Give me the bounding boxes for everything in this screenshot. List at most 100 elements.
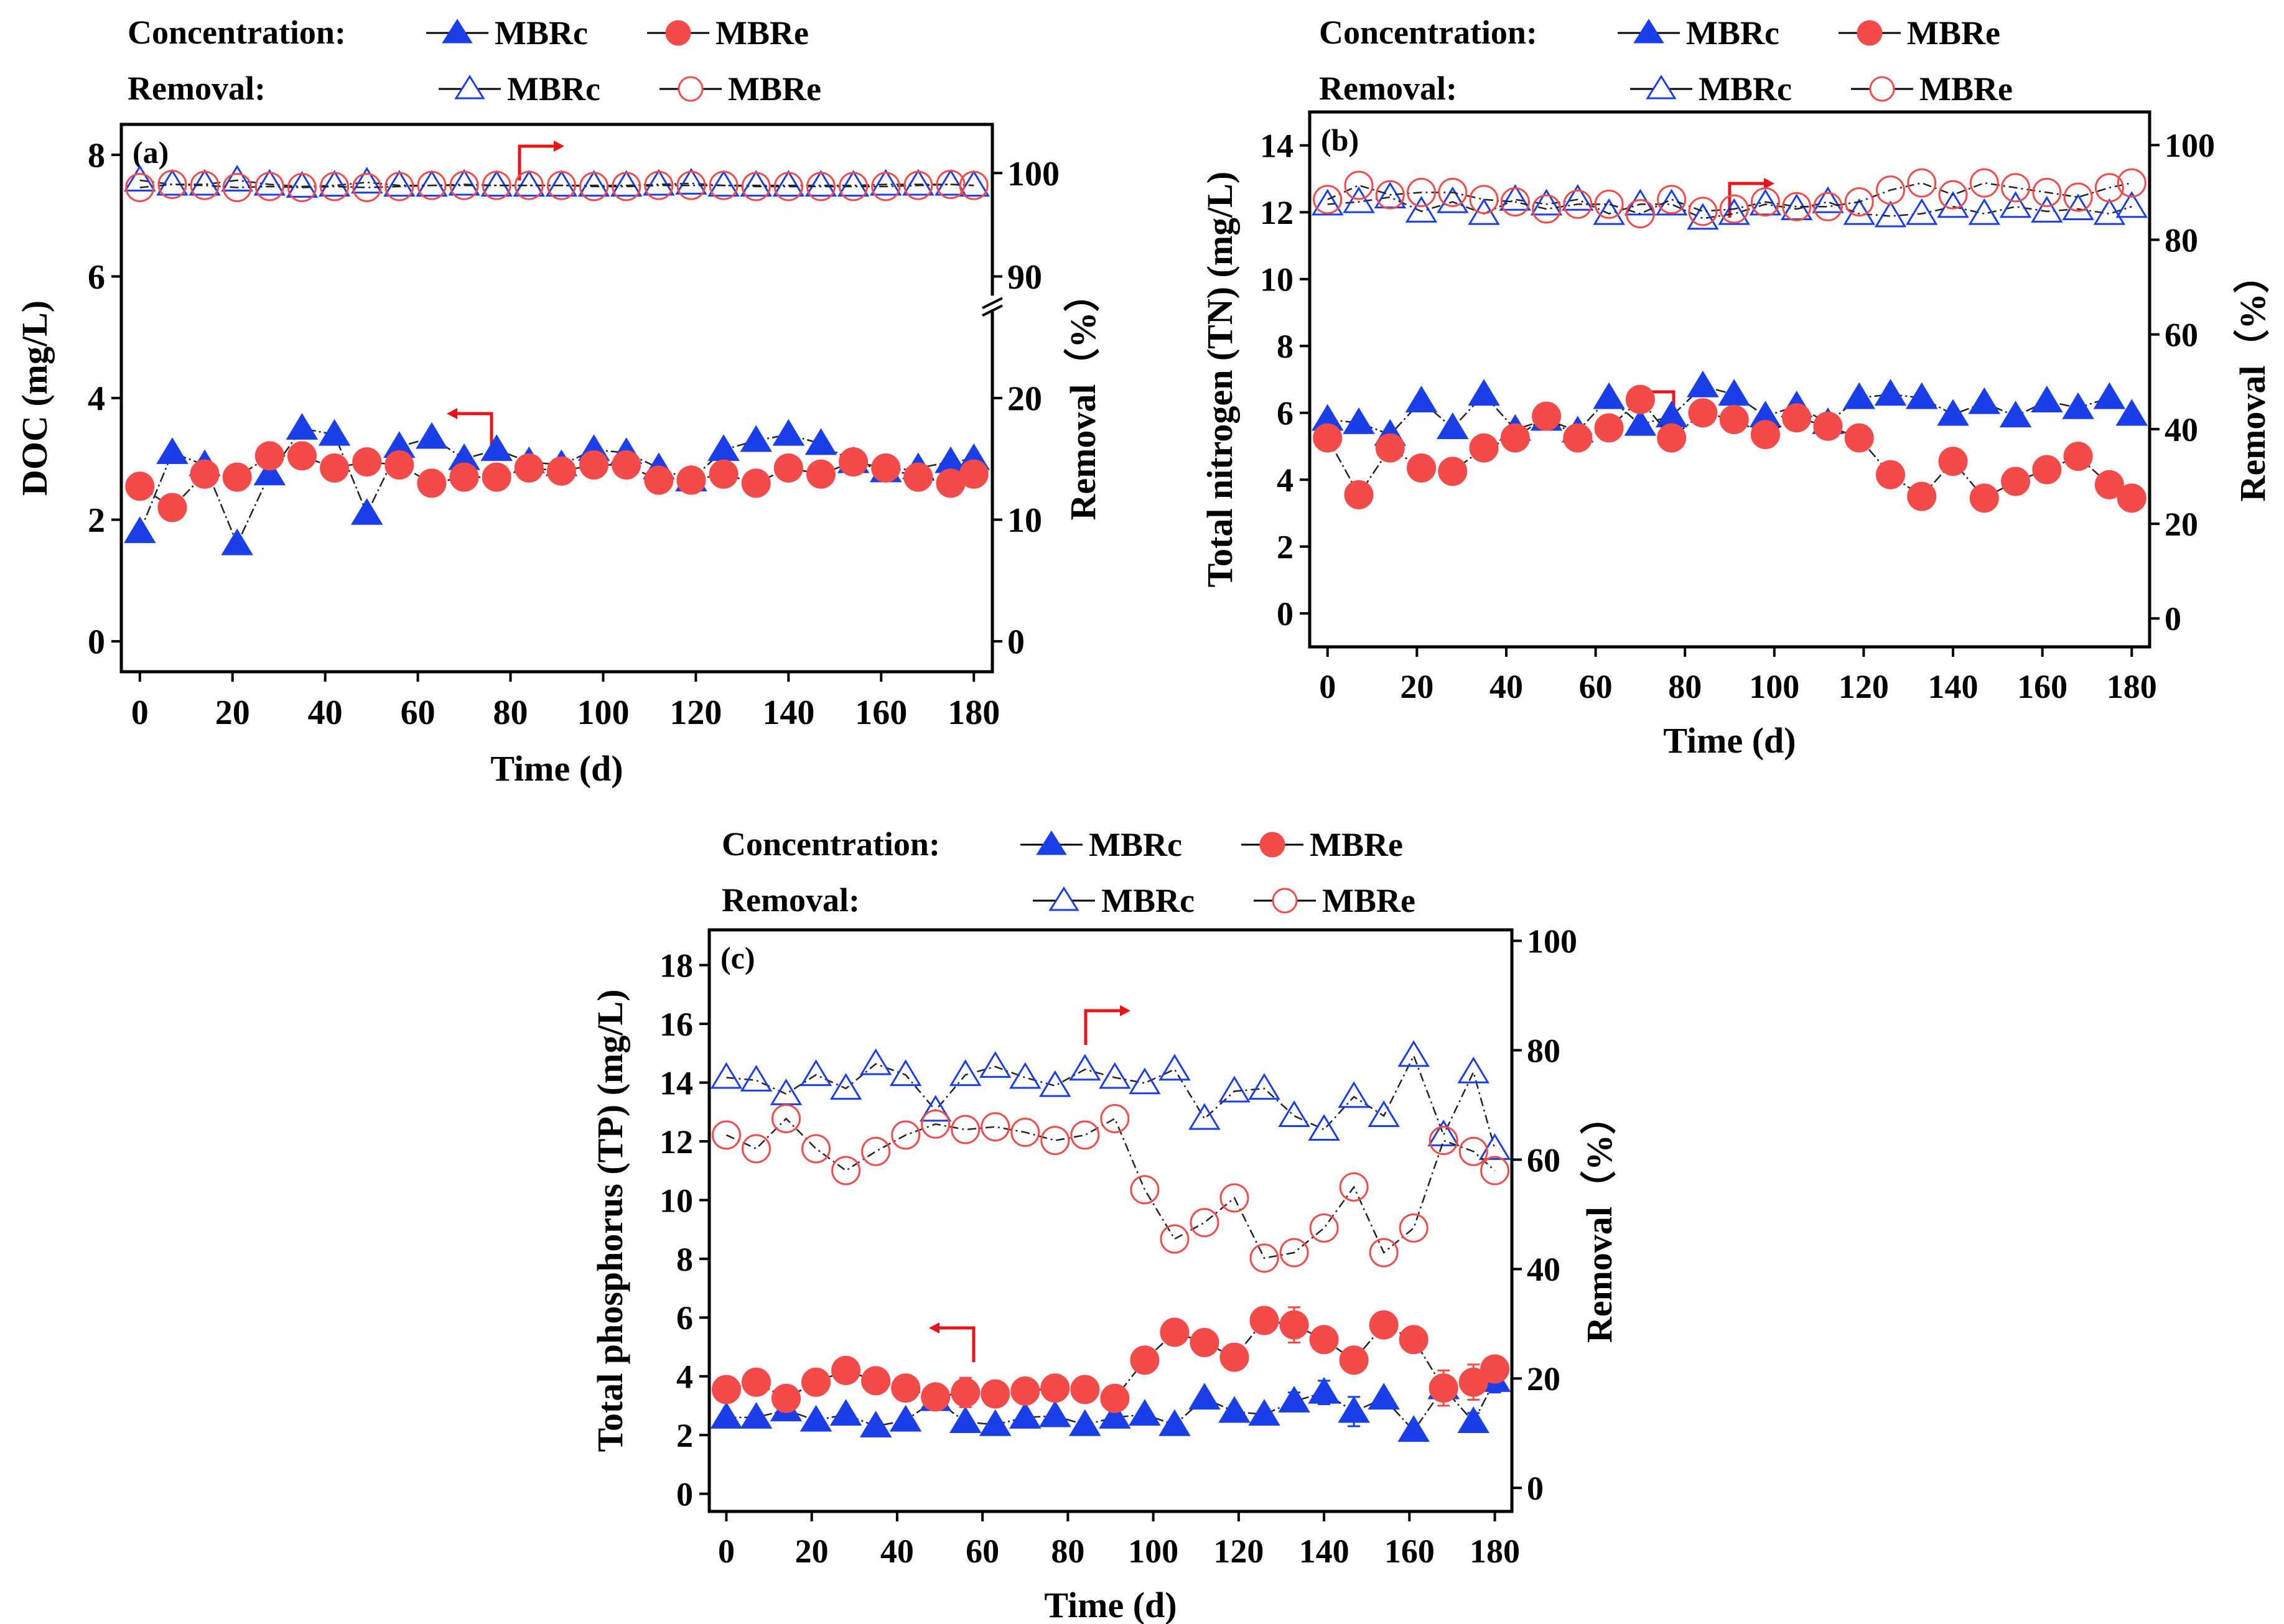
data-point [829,1399,862,1426]
data-point [839,447,869,477]
data-point [1397,1415,1430,1442]
data-point [740,1064,773,1092]
data-point [1369,1238,1399,1268]
data-point [1129,1399,1161,1426]
plot-frame [707,928,1514,1513]
legend: Concentration: Removal: MBRc MBRe MBRc MBRe [1319,14,2013,108]
data-point [352,447,382,477]
data-point [837,170,870,197]
panel-label: (a) [133,135,169,170]
data-point [959,170,989,200]
data-point [1458,1136,1488,1166]
legend-entry-label: MBRe [1310,826,1403,863]
data-point [891,1120,921,1150]
data-point [1399,1213,1429,1243]
data-point [804,428,837,455]
data-point [1782,192,1812,221]
x-tick-label: 160 [1384,1533,1435,1570]
series-mbrc-concentration [710,1365,1511,1442]
data-point [1219,1183,1249,1213]
data-point [1188,1383,1221,1410]
data-point [1040,1126,1070,1156]
y2-tick-label: 80 [2165,221,2198,259]
data-point [2117,483,2146,513]
data-point [417,468,447,498]
open-triangle-icon [1646,75,1677,100]
data-point [1999,401,2032,428]
data-point [676,170,706,200]
data-point [903,170,933,200]
data-point [1719,405,1749,434]
data-point [222,462,252,492]
legend-entry-label: MBRe [728,70,821,108]
filled-triangle-icon [1633,19,1664,44]
legend: Concentration: Removal: MBRc MBRe MBRc MBRe [128,14,821,108]
series-mbre-concentration [711,1306,1510,1413]
data-point [286,412,319,440]
data-point [1532,194,1562,224]
data-point [773,172,803,202]
data-point [2031,195,2063,223]
legend-removal-label: Removal: [128,70,266,107]
data-point [1129,1067,1161,1095]
x-tick-label: 40 [1489,668,1523,705]
x-tick-label: 80 [493,694,528,732]
data-point [1655,401,1688,428]
arrow-head-right-icon [554,141,564,152]
data-point [350,498,383,525]
data-point [1039,1400,1071,1427]
data-point [2115,399,2148,426]
data-point [1844,187,1874,217]
data-point [1279,1238,1309,1268]
data-point [1188,1103,1221,1130]
data-point [1313,185,1343,215]
data-point [1070,1375,1100,1404]
arrow-head-right-icon [1120,1005,1130,1016]
data-point [1311,188,1344,216]
data-point [2094,470,2124,499]
data-point [979,1409,1012,1436]
data-point [806,459,836,489]
data-point [1718,198,1750,225]
data-point [1624,409,1657,436]
data-point [480,434,513,462]
data-point [1625,199,1655,229]
data-point [1907,168,1937,198]
x-tick-label: 100 [1128,1533,1178,1570]
data-point [156,437,189,464]
series-mbre-removal [711,1103,1510,1273]
data-point [1968,387,2001,414]
data-point [383,170,416,197]
data-point [1906,382,1938,409]
y-tick-label: 2 [1277,529,1293,566]
y-tick-label: 8 [676,1241,693,1278]
x-tick-label: 120 [1213,1533,1264,1570]
data-point [1687,370,1719,397]
y2-tick-label: 60 [2165,317,2198,354]
data-point [2115,191,2148,218]
data-point [1010,1376,1040,1406]
legend-concentration-label: Concentration: [722,825,940,863]
data-point [951,1378,981,1408]
series-mbre-removal [1313,168,2146,229]
y2-tick-label: 60 [1527,1141,1560,1179]
y-tick-label: 12 [1260,194,1293,231]
data-point [1938,180,1968,210]
data-point [1937,399,1969,426]
y-axis-title: DOC (mg/L) [14,300,55,496]
data-point [1427,1119,1460,1146]
data-point [1532,401,1562,431]
data-point [1563,423,1593,453]
data-point [320,453,350,483]
data-point [2093,198,2126,225]
data-point [871,453,901,483]
y-tick-label: 14 [660,1064,693,1102]
data-point [829,1073,862,1100]
data-point [579,172,609,202]
data-point [1344,480,1374,509]
data-point [1438,457,1468,486]
data-point [951,1115,981,1144]
data-point [772,170,805,197]
data-point [740,170,772,197]
